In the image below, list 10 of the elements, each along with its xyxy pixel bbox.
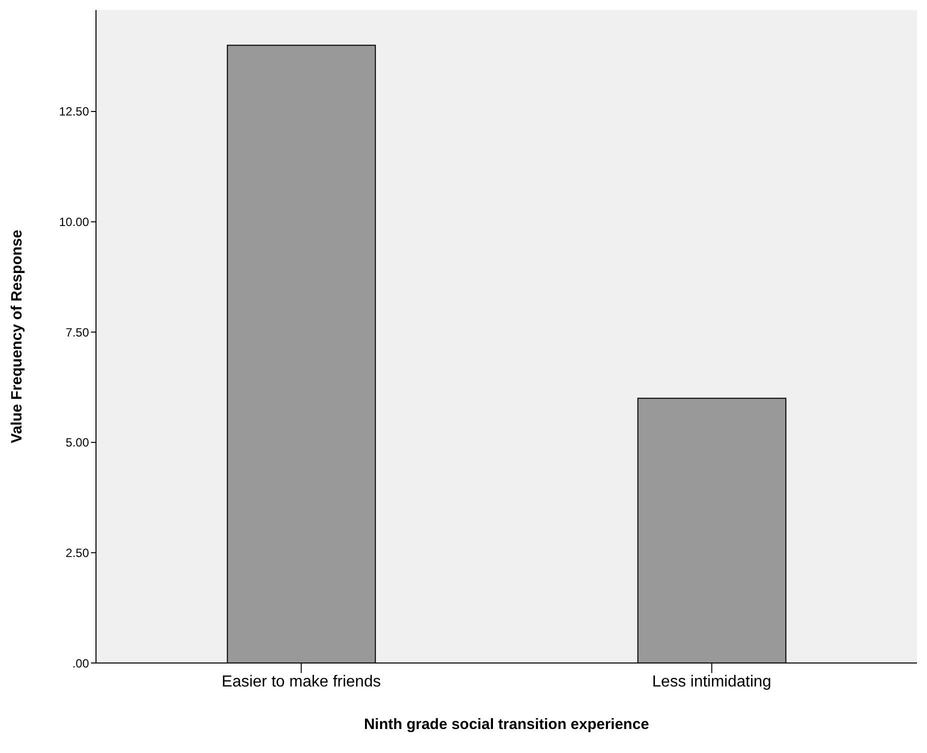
x-tick-label: Easier to make friends (222, 673, 381, 690)
y-tick-label: 5.00 (66, 436, 90, 450)
y-tick-label: 2.50 (66, 546, 90, 560)
y-tick-label: .00 (72, 656, 90, 670)
y-tick-label: 10.00 (58, 215, 90, 230)
x-axis-title: Ninth grade social transition experience (364, 716, 650, 733)
y-tick-label: 7.50 (66, 325, 90, 340)
x-tick-label: Less intimidating (652, 673, 772, 690)
y-tick-label: 12.50 (58, 104, 90, 119)
y-axis-title: Value Frequency of Response (8, 230, 26, 444)
